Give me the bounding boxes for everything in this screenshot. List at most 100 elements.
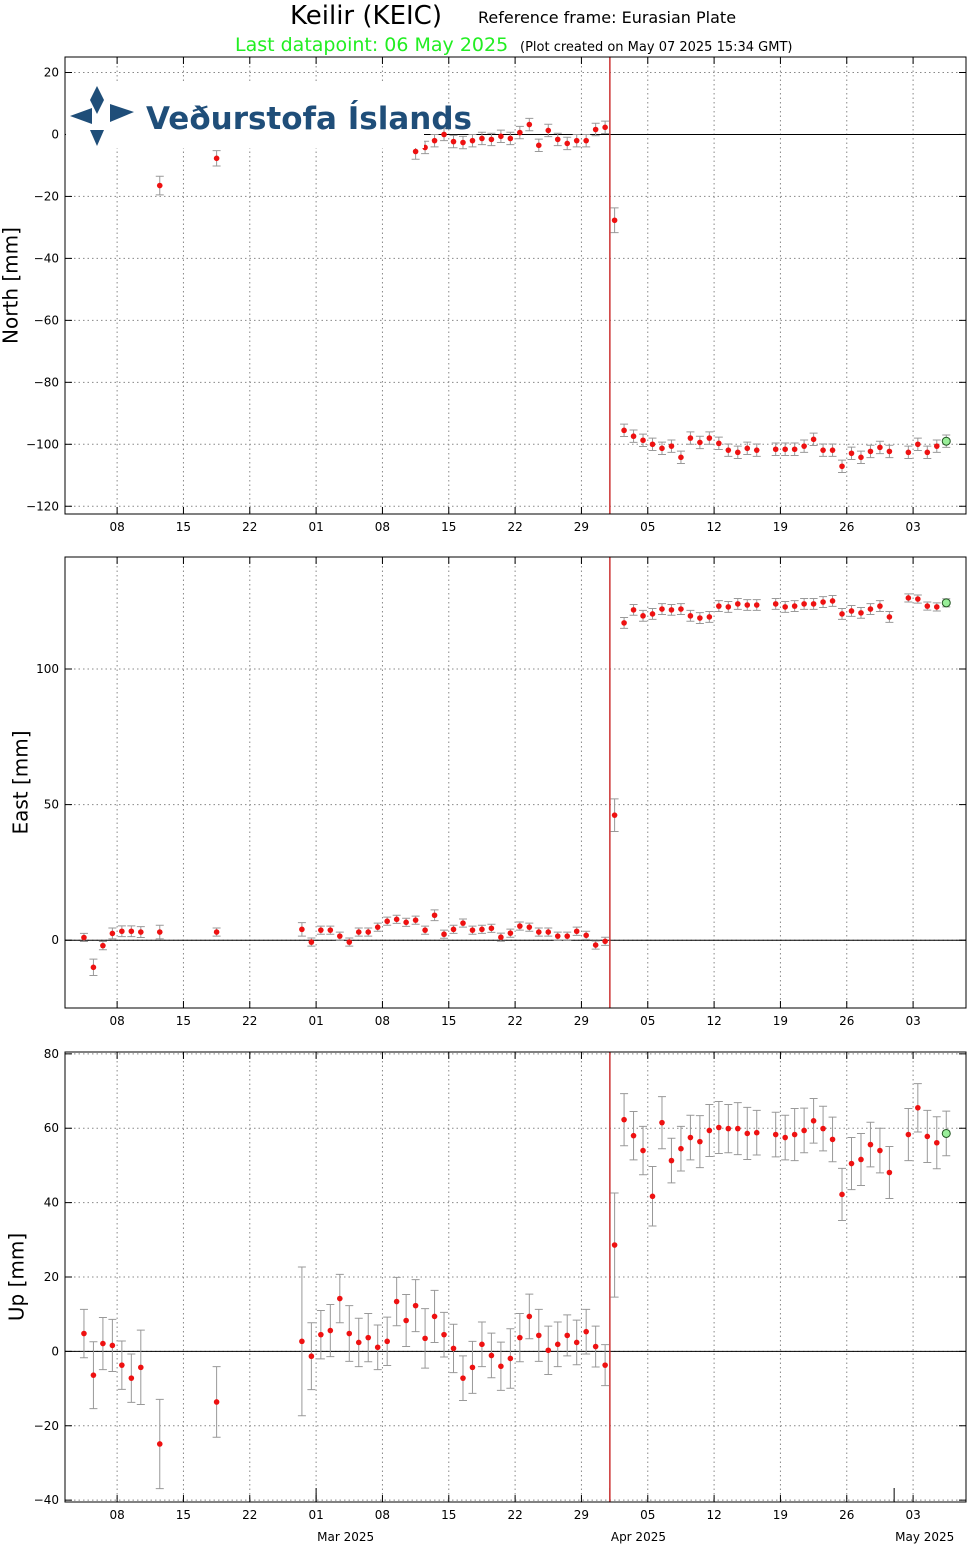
last-datapoint: Last datapoint: 06 May 2025 (235, 34, 508, 56)
data-point (393, 1298, 400, 1305)
data-point (81, 934, 87, 941)
data-point (583, 1328, 589, 1335)
data-point (403, 919, 409, 926)
data-point (128, 928, 135, 935)
logo-shape (90, 130, 104, 146)
x-tick-label: 29 (574, 1508, 589, 1522)
data-point (716, 603, 722, 609)
data-point (100, 1340, 106, 1347)
data-point (706, 1127, 713, 1134)
x-tick-label: 19 (773, 1508, 788, 1522)
x-tick-label: 26 (839, 1014, 854, 1028)
x-tick-label: 05 (640, 520, 655, 534)
data-point (592, 126, 599, 133)
data-point (526, 924, 533, 930)
data-point (791, 1131, 798, 1138)
data-point (933, 443, 940, 449)
data-point (687, 435, 694, 441)
data-point (412, 1302, 419, 1309)
data-point (877, 603, 883, 609)
month-label: Mar 2025 (317, 1530, 374, 1544)
x-tick-label: 08 (375, 520, 390, 534)
data-point (554, 933, 561, 939)
data-point (479, 926, 485, 933)
x-tick-label: 05 (640, 1014, 655, 1028)
y-tick-label: −60 (34, 313, 59, 327)
y-tick-label: 0 (51, 1344, 59, 1358)
x-tick-label: 15 (176, 1014, 191, 1028)
data-point (450, 1345, 457, 1352)
data-point (839, 463, 845, 470)
data-point (583, 137, 589, 144)
data-point (905, 449, 912, 456)
data-point (526, 1313, 533, 1320)
data-point (668, 607, 675, 613)
data-point (138, 929, 144, 935)
data-point (507, 135, 514, 142)
data-point (782, 446, 788, 453)
data-point (820, 599, 826, 605)
x-tick-label: 08 (375, 1508, 390, 1522)
data-point (829, 598, 836, 604)
data-point (753, 447, 760, 453)
data-point (915, 441, 921, 448)
data-point (772, 601, 779, 607)
x-tick-label: 01 (308, 520, 323, 534)
data-point (678, 1145, 684, 1152)
data-point (725, 447, 732, 453)
data-point (592, 942, 599, 948)
data-point (573, 137, 580, 144)
data-point (611, 217, 618, 224)
data-point (460, 920, 466, 926)
data-point (697, 615, 703, 621)
data-point (545, 1347, 552, 1354)
data-point (564, 933, 571, 939)
y-tick-label: 20 (44, 65, 59, 79)
data-point (668, 1157, 675, 1164)
x-tick-label: 15 (441, 1508, 456, 1522)
y-tick-label: 20 (44, 1270, 59, 1284)
data-point (867, 606, 874, 612)
month-label: Apr 2025 (611, 1530, 666, 1544)
data-point (848, 608, 855, 614)
data-point (393, 916, 400, 923)
data-point (924, 1133, 931, 1140)
data-point (820, 1125, 826, 1132)
data-point (213, 1399, 220, 1405)
data-point (450, 926, 457, 933)
data-point (469, 1364, 476, 1371)
y-tick-label: 100 (36, 662, 59, 676)
y-tick-label: 0 (51, 127, 59, 141)
plot-frame (64, 556, 967, 1009)
data-point (858, 610, 864, 616)
data-point (498, 133, 504, 140)
data-point (687, 1134, 694, 1141)
data-point (725, 604, 732, 610)
data-point (384, 918, 390, 925)
data-point (649, 441, 656, 448)
data-point (526, 121, 533, 128)
data-point (734, 601, 741, 607)
data-point (924, 449, 931, 456)
data-point (469, 927, 476, 933)
data-point (611, 812, 618, 818)
data-point (659, 1119, 665, 1126)
data-point (573, 928, 580, 935)
data-point (877, 1147, 883, 1154)
data-point (791, 603, 798, 609)
data-point (479, 1341, 485, 1348)
data-point (867, 1141, 874, 1148)
data-point (488, 925, 495, 932)
data-point (355, 1339, 362, 1346)
data-point (933, 1139, 940, 1146)
data-point (858, 1156, 864, 1163)
data-point (422, 1335, 428, 1342)
y-tick-label: 80 (44, 1047, 59, 1061)
data-point (90, 964, 97, 971)
data-point (460, 139, 466, 146)
data-point (517, 923, 523, 929)
data-point (507, 930, 514, 936)
data-point (412, 917, 419, 923)
data-point (810, 601, 817, 607)
data-point (422, 927, 428, 933)
